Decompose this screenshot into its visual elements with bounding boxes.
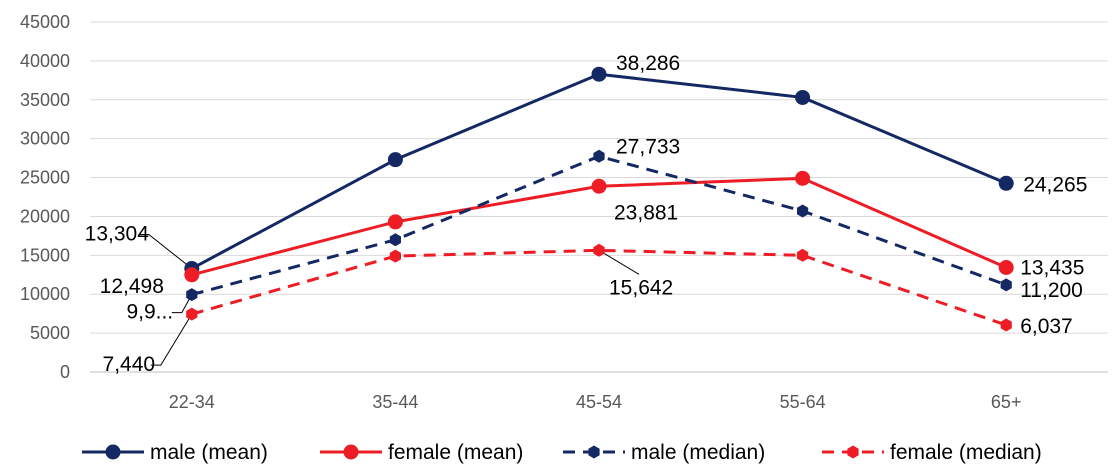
legend-item-0: male (mean) <box>82 441 268 464</box>
data-label: 13,435 <box>1020 257 1084 280</box>
legend-label: male (mean) <box>150 441 268 464</box>
x-tick-label: 45-54 <box>576 392 622 412</box>
series-marker-2 <box>186 288 198 302</box>
legend-label: male (median) <box>631 441 765 464</box>
y-tick-label: 40000 <box>20 51 70 71</box>
x-tick-label: 65+ <box>991 392 1022 412</box>
series-marker-2 <box>1000 278 1012 292</box>
legend-item-1: female (mean) <box>320 441 523 464</box>
series-marker-1 <box>795 170 811 186</box>
x-axis-tick-labels: 22-34 35-44 45-54 55-64 65+ <box>169 392 1022 412</box>
series-marker-1 <box>387 214 403 230</box>
y-tick-label: 20000 <box>20 206 70 226</box>
data-label: 12,498 <box>100 275 164 298</box>
y-tick-label: 30000 <box>20 129 70 149</box>
legend-swatch-marker <box>343 444 359 460</box>
data-labels: 13,304 38,286 24,265 12,498 23,881 13,435 9,9.… <box>85 52 1088 376</box>
legend-item-3: female (median) <box>822 441 1042 464</box>
y-tick-label: 45000 <box>20 12 70 32</box>
series-marker-3 <box>593 243 605 257</box>
legend-item-2: male (median) <box>563 441 765 464</box>
legend-swatch-marker <box>588 445 600 459</box>
y-tick-label: 10000 <box>20 284 70 304</box>
series-line-2 <box>191 154 1007 297</box>
x-tick-label: 35-44 <box>372 392 418 412</box>
leader-line <box>598 249 640 275</box>
legend-swatch-marker <box>847 445 859 459</box>
series-lines <box>191 72 1007 327</box>
series-marker-1 <box>591 178 607 194</box>
series-marker-1 <box>184 267 200 283</box>
y-tick-label: 5000 <box>30 323 70 343</box>
leader-line <box>138 234 193 269</box>
series-line-3 <box>191 248 1007 327</box>
legend: male (mean) female (mean) male (median) fem… <box>82 441 1042 464</box>
label-leader-lines <box>138 234 640 366</box>
series-marker-3 <box>186 307 198 321</box>
data-label: 15,642 <box>609 276 673 299</box>
legend-label: female (median) <box>890 441 1042 464</box>
data-label: 9,9... <box>126 301 173 324</box>
y-tick-label: 0 <box>60 362 70 382</box>
x-tick-label: 22-34 <box>169 392 215 412</box>
leader-line <box>171 294 193 314</box>
data-label: 7,440 <box>103 353 156 376</box>
data-label: 6,037 <box>1020 315 1073 338</box>
data-label: 24,265 <box>1023 173 1087 196</box>
x-tick-label: 55-64 <box>780 392 826 412</box>
legend-swatch-marker <box>105 444 121 460</box>
series-marker-3 <box>1000 318 1012 332</box>
series-markers <box>184 66 1014 332</box>
y-tick-label: 15000 <box>20 245 70 265</box>
data-label: 27,733 <box>616 135 680 158</box>
leader-line <box>150 313 193 366</box>
series-marker-0 <box>387 152 403 168</box>
data-label: 13,304 <box>85 223 150 246</box>
y-tick-label: 25000 <box>20 168 70 188</box>
data-label: 23,881 <box>614 201 678 224</box>
series-marker-1 <box>998 260 1014 276</box>
series-marker-0 <box>998 175 1014 191</box>
series-marker-2 <box>389 233 401 247</box>
data-label: 11,200 <box>1020 279 1083 302</box>
legend-label: female (mean) <box>388 441 523 464</box>
series-marker-0 <box>591 66 607 82</box>
series-marker-3 <box>797 248 809 262</box>
y-tick-label: 35000 <box>20 90 70 110</box>
y-axis-tick-labels: 0 5000 10000 15000 20000 25000 30000 35000 40000… <box>20 12 70 382</box>
series-marker-2 <box>797 204 809 218</box>
series-marker-0 <box>795 89 811 105</box>
data-label: 38,286 <box>616 52 680 75</box>
series-marker-3 <box>389 249 401 263</box>
series-marker-2 <box>593 149 605 163</box>
